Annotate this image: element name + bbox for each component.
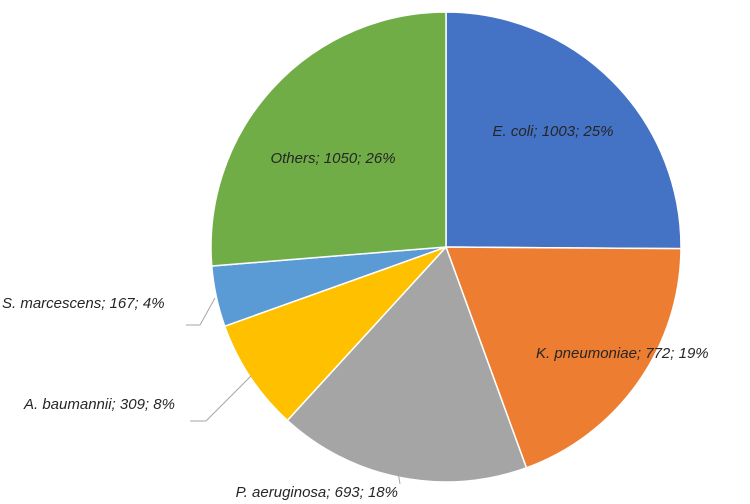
- slice-p-aeruginosa: [286, 245, 528, 483]
- label-others: Others; 1050; 26%: [270, 150, 395, 167]
- label-k-pneumoniae: K. pneumoniae; 772; 19%: [536, 345, 709, 362]
- pie-slices: [210, 11, 682, 483]
- slice-others: [210, 11, 447, 267]
- leader-a-baumannii: [190, 375, 252, 422]
- slice-e-coli: [445, 11, 682, 250]
- label-e-coli: E. coli; 1003; 25%: [493, 123, 614, 140]
- leader-p-aeruginosa: [397, 471, 401, 485]
- slice-k-pneumoniae: [444, 246, 682, 469]
- label-p-aeruginosa: P. aeruginosa; 693; 18%: [236, 484, 398, 501]
- label-a-baumannii: A. baumannii; 309; 8%: [23, 396, 175, 413]
- leader-lines: [186, 297, 401, 485]
- label-s-marcescens: S. marcescens; 167; 4%: [2, 295, 165, 312]
- data-labels: E. coli; 1003; 25% K. pneumoniae; 772; 1…: [2, 123, 709, 501]
- leader-s-marcescens: [186, 297, 216, 326]
